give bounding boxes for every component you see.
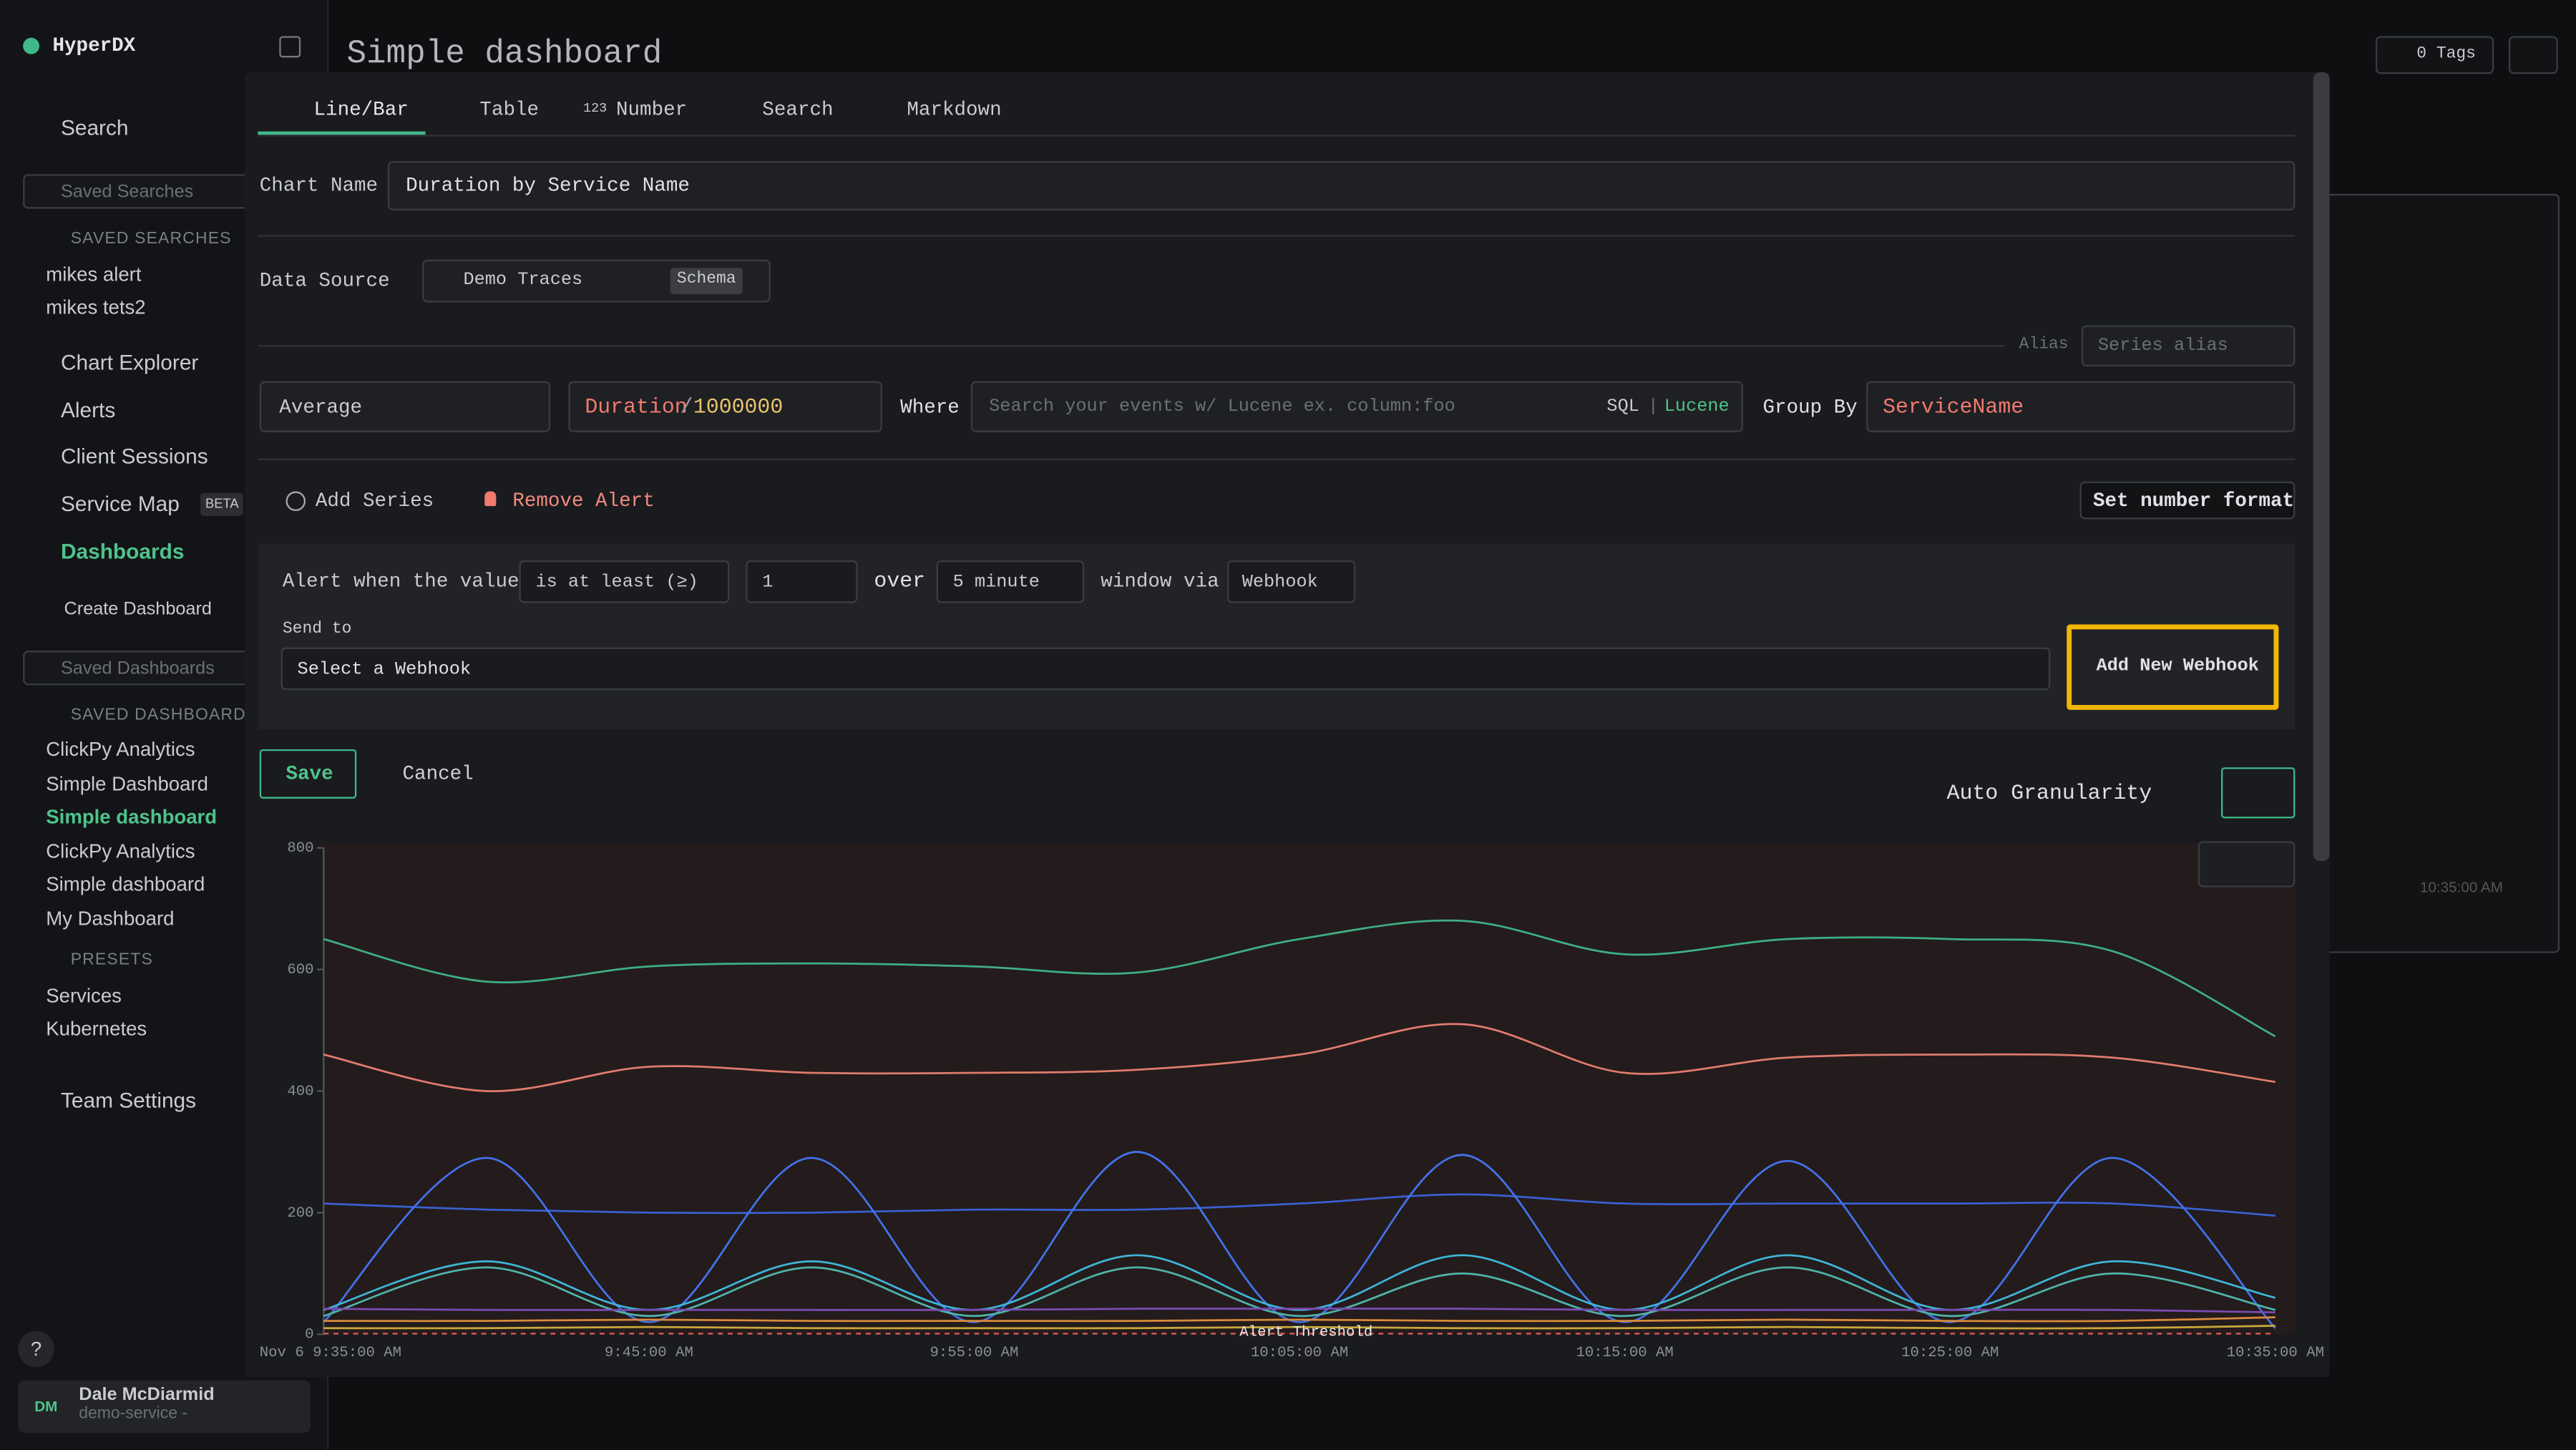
x-tick-label: Nov 6 9:35:00 AM bbox=[260, 1345, 401, 1361]
y-tick-label: 200 bbox=[287, 1205, 313, 1222]
series-line bbox=[323, 920, 2275, 1036]
x-tick-label: 10:15:00 AM bbox=[1576, 1345, 1673, 1361]
y-tick-label: 800 bbox=[287, 840, 313, 857]
threshold-label: Alert Threshold bbox=[1239, 1325, 1372, 1341]
y-tick-label: 600 bbox=[287, 962, 313, 978]
x-tick-label: 9:45:00 AM bbox=[605, 1345, 693, 1361]
series-line bbox=[323, 1194, 2275, 1216]
series-line bbox=[323, 1024, 2275, 1091]
x-tick-label: 10:05:00 AM bbox=[1251, 1345, 1348, 1361]
x-tick-label: 10:25:00 AM bbox=[1901, 1345, 1999, 1361]
x-tick-label: 9:55:00 AM bbox=[930, 1345, 1018, 1361]
series-line bbox=[323, 1255, 2275, 1310]
y-tick-label: 0 bbox=[305, 1327, 313, 1343]
series-line bbox=[323, 1317, 2275, 1321]
x-tick-label: 10:35:00 AM bbox=[2227, 1345, 2324, 1361]
series-line bbox=[323, 1152, 2275, 1328]
y-tick-label: 400 bbox=[287, 1084, 313, 1100]
